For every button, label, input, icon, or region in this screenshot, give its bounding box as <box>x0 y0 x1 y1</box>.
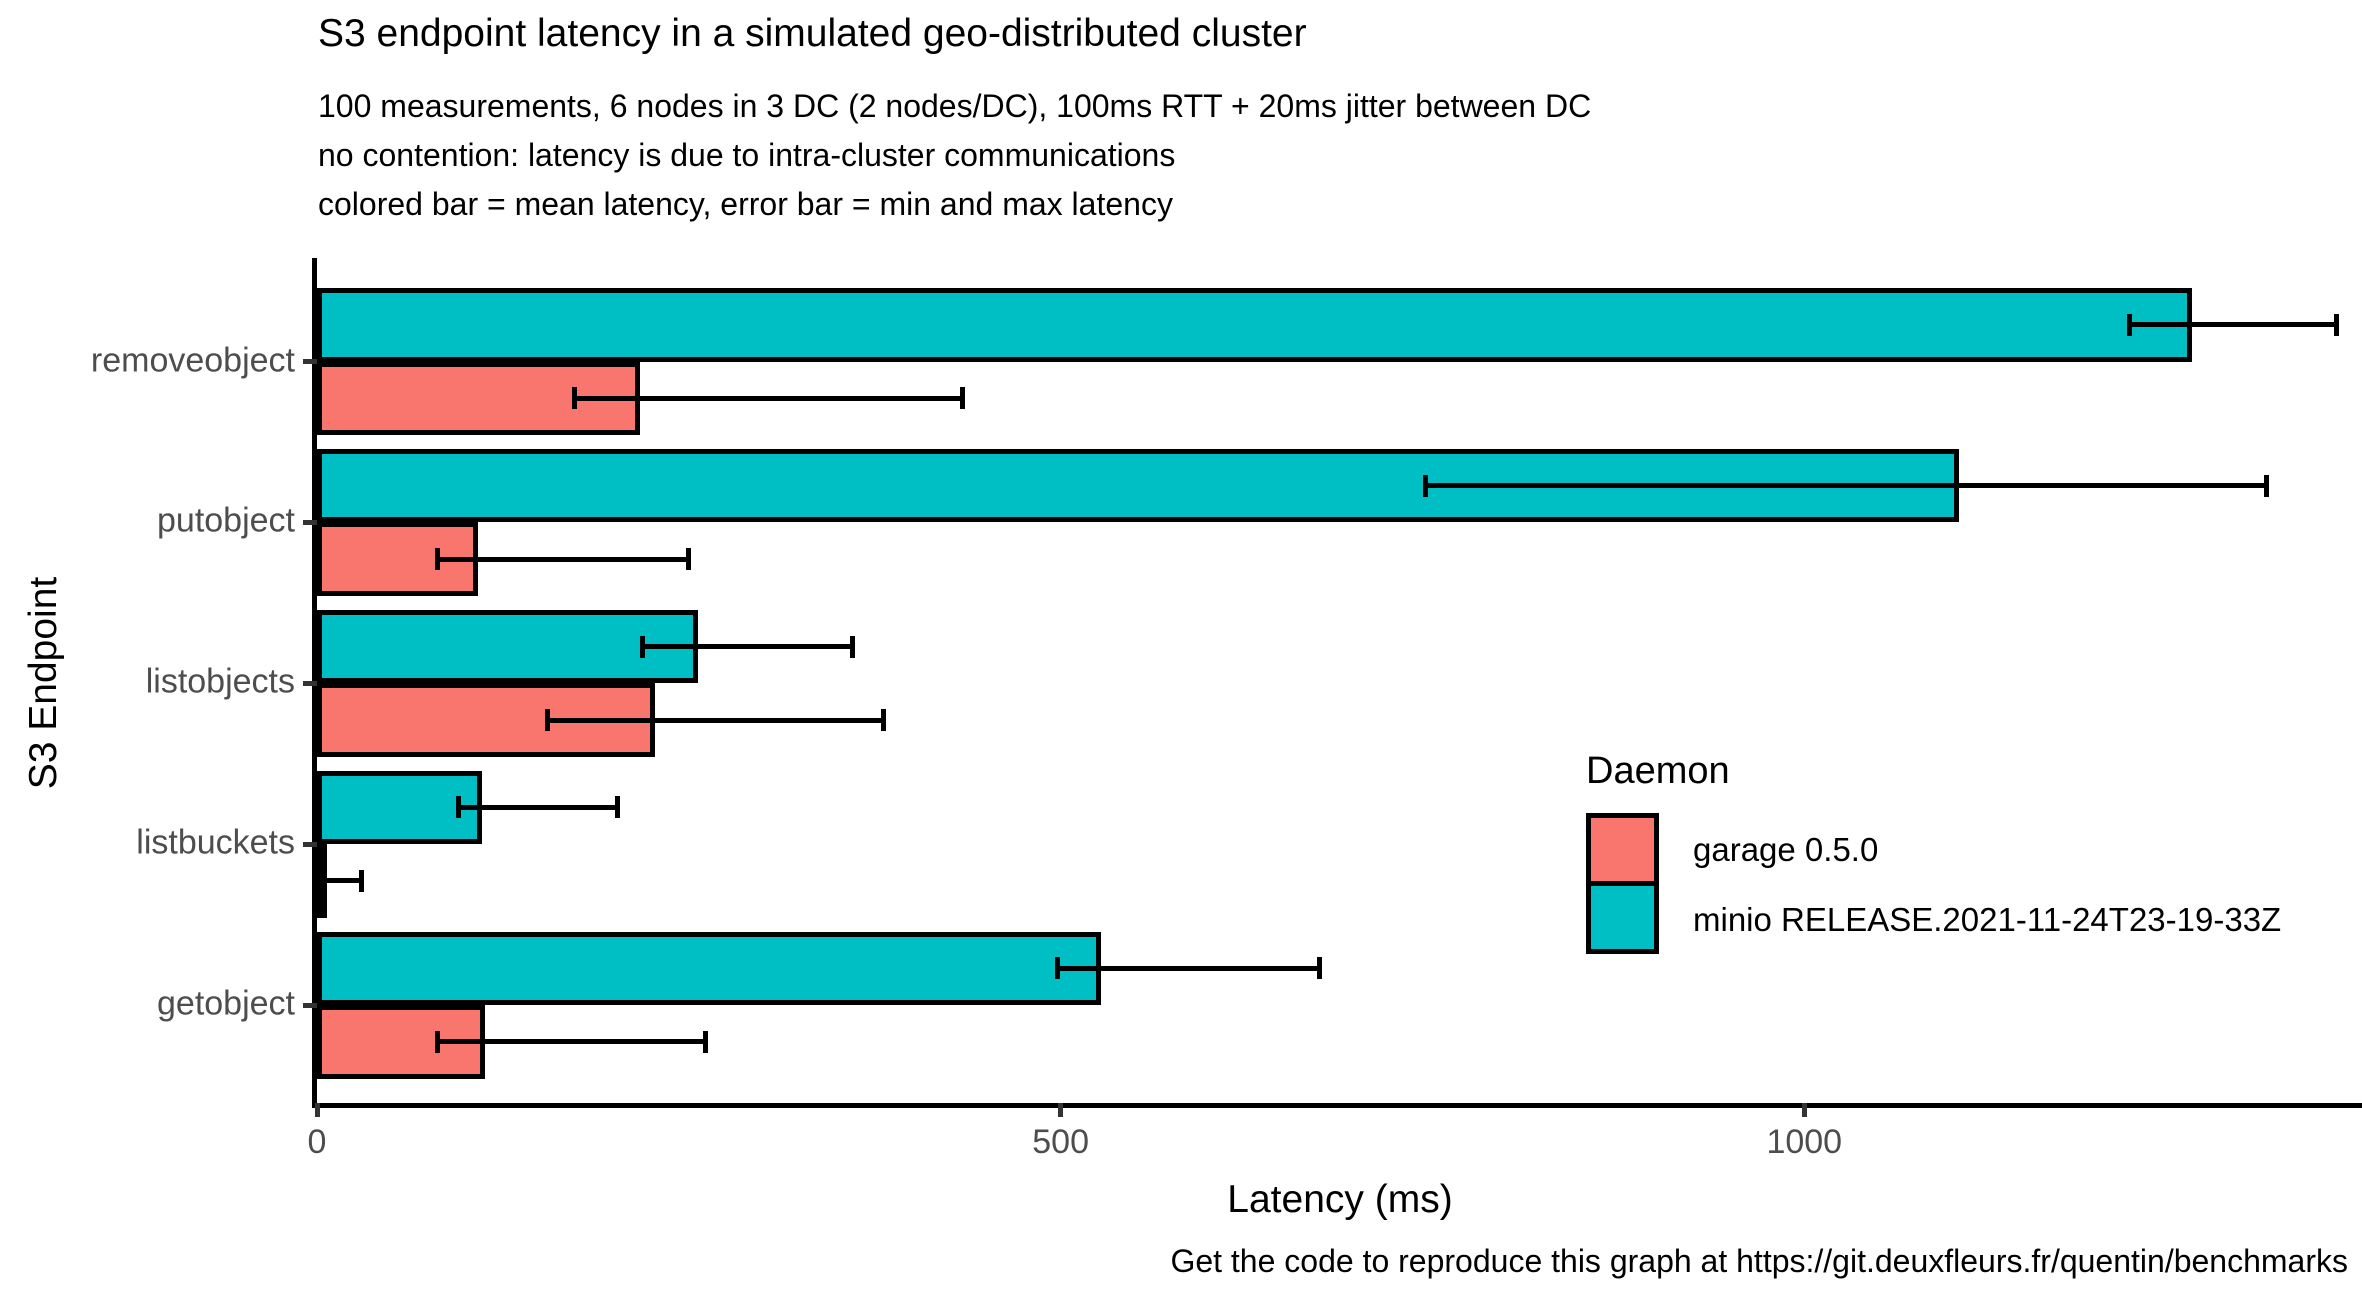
legend-title: Daemon <box>1586 750 1730 792</box>
error-line-removeobject-series-0 <box>2129 322 2337 328</box>
chart-caption: Get the code to reproduce this graph at … <box>1170 1243 2348 1279</box>
legend-swatch-0 <box>1586 813 1659 886</box>
y-tick-label-listobjects: listobjects <box>145 663 295 702</box>
error-cap-max-listbuckets-series-1 <box>359 869 365 892</box>
plot-panel <box>316 263 2362 1103</box>
y-tick-putobject <box>303 519 317 525</box>
error-cap-min-listobjects-series-0 <box>640 635 646 658</box>
legend: Daemon garage 0.5.0 minio RELEASE.2021-11… <box>1586 750 2281 954</box>
y-tick-label-getobject: getobject <box>157 984 295 1023</box>
x-tick-label-0: 0 <box>307 1123 327 1161</box>
y-tick-removeobject <box>303 359 317 364</box>
error-line-listbuckets-series-0 <box>458 804 618 810</box>
x-tick-label-1000: 1000 <box>1766 1123 1843 1161</box>
error-line-listbuckets-series-1 <box>318 878 362 884</box>
bar-removeobject-series-0 <box>317 288 2193 362</box>
bar-listbuckets-series-0 <box>317 770 483 845</box>
x-axis-line <box>312 1103 2362 1108</box>
error-cap-min-listbuckets-series-0 <box>455 796 461 819</box>
legend-label-0: garage 0.5.0 <box>1693 830 1879 868</box>
y-tick-listbuckets <box>303 841 317 847</box>
error-cap-max-listobjects-series-1 <box>881 709 887 732</box>
error-cap-max-putobject-series-0 <box>2264 474 2270 497</box>
error-cap-max-getobject-series-1 <box>702 1030 708 1053</box>
legend-swatch-1 <box>1586 881 1659 954</box>
error-line-listobjects-series-1 <box>547 717 884 723</box>
error-cap-min-getobject-series-1 <box>434 1030 440 1053</box>
error-line-getobject-series-0 <box>1057 965 1320 971</box>
error-line-putobject-series-1 <box>437 556 689 562</box>
x-tick-1000 <box>1801 1103 1807 1117</box>
chart-subtitle: 100 measurements, 6 nodes in 3 DC (2 nod… <box>318 88 1592 222</box>
error-cap-max-listobjects-series-0 <box>849 635 855 658</box>
error-cap-max-removeobject-series-1 <box>959 387 965 410</box>
error-cap-min-listbuckets-series-1 <box>316 869 321 892</box>
y-tick-label-listbuckets: listbuckets <box>136 823 295 862</box>
legend-items: garage 0.5.0 minio RELEASE.2021-11-24T23-… <box>1586 813 2281 954</box>
legend-item-0: garage 0.5.0 <box>1586 813 2281 886</box>
error-cap-min-putobject-series-1 <box>434 548 440 571</box>
bar-getobject-series-0 <box>317 931 1101 1006</box>
error-cap-max-removeobject-series-0 <box>2334 313 2340 336</box>
error-cap-max-getobject-series-0 <box>1316 957 1322 980</box>
y-tick-listobjects <box>303 680 317 686</box>
legend-label-1: minio RELEASE.2021-11-24T23-19-33Z <box>1693 901 2282 938</box>
error-line-listobjects-series-0 <box>642 644 853 650</box>
bar-listobjects-series-0 <box>317 609 698 684</box>
error-line-putobject-series-0 <box>1425 483 2267 489</box>
error-cap-max-listbuckets-series-0 <box>614 796 620 819</box>
error-cap-max-putobject-series-1 <box>686 548 692 571</box>
chart-title: S3 endpoint latency in a simulated geo-d… <box>318 12 1307 55</box>
bar-removeobject-series-1 <box>317 361 640 435</box>
error-line-removeobject-series-1 <box>574 395 963 401</box>
x-tick-0 <box>314 1103 320 1117</box>
x-tick-500 <box>1058 1103 1064 1117</box>
y-tick-getobject <box>303 1002 317 1008</box>
x-tick-label-500: 500 <box>1032 1123 1089 1161</box>
bar-putobject-series-0 <box>317 448 1959 523</box>
y-tick-label-putobject: putobject <box>157 502 295 541</box>
error-cap-min-removeobject-series-1 <box>571 387 577 410</box>
error-cap-min-putobject-series-0 <box>1422 474 1428 497</box>
legend-item-1: minio RELEASE.2021-11-24T23-19-33Z <box>1586 881 2282 954</box>
x-axis-title: Latency (ms) <box>1227 1178 1453 1221</box>
error-cap-min-listobjects-series-1 <box>545 709 551 732</box>
y-tick-label-removeobject: removeobject <box>90 341 295 380</box>
error-line-getobject-series-1 <box>437 1039 706 1045</box>
error-cap-min-removeobject-series-0 <box>2127 313 2133 336</box>
error-cap-min-getobject-series-0 <box>1055 957 1061 980</box>
